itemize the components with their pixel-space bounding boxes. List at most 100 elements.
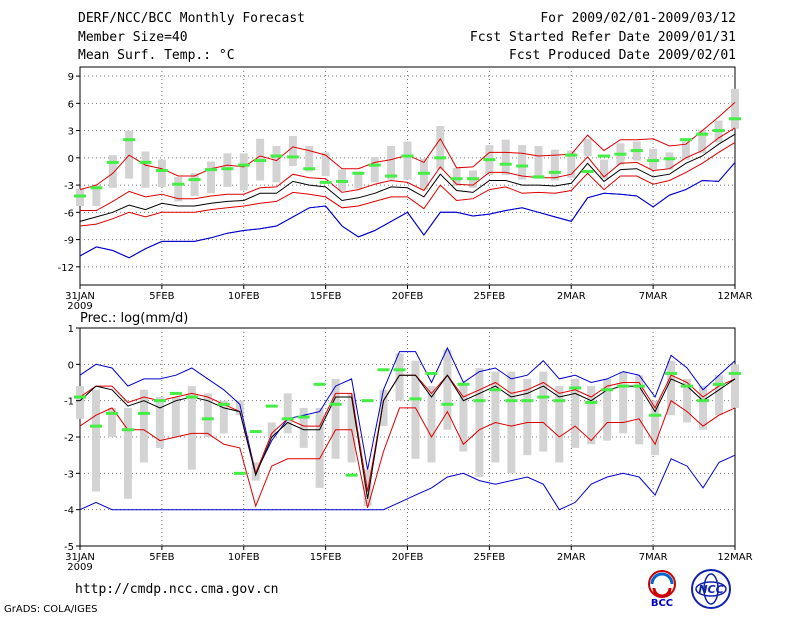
c1-spread-box-27 [518, 145, 527, 180]
c2-ytick-label-1: -4 [64, 506, 74, 517]
c1-marker-33 [614, 152, 627, 156]
c2-spread-box-18 [363, 469, 372, 507]
c1-marker-36 [663, 157, 676, 161]
c1-ytick-label-7: 9 [68, 72, 74, 83]
c2-spread-box-30 [555, 386, 564, 463]
c1-spread-box-31 [583, 138, 592, 157]
c1-spread-box-40 [731, 88, 739, 129]
c2-marker-10 [233, 471, 246, 475]
c2-marker-32 [585, 400, 598, 404]
c2-ytick-label-5: 0 [68, 360, 74, 371]
c1-series-p75 [80, 127, 736, 211]
c2-series-max [79, 346, 736, 475]
c1-marker-31 [581, 169, 594, 173]
c1-spread-box-15 [321, 152, 330, 176]
variable-label: Mean Surf. Temp.: °C [78, 48, 235, 63]
c1-spread-box-36 [665, 152, 674, 170]
c2-xtick-label-0: 31JAN [65, 552, 95, 563]
c1-marker-25 [483, 158, 496, 162]
c1-xtick-label-5: 25FEB [474, 291, 506, 302]
c2-spread-box-20 [395, 353, 404, 401]
c2-spread-box-1 [91, 389, 100, 492]
c2-spread-box-41 [731, 364, 739, 408]
c1-spread-box-20 [403, 141, 412, 180]
c1-spread-box-30 [567, 150, 576, 178]
bcc-logo: BCC [648, 570, 676, 608]
c2-spread-box-9 [219, 400, 228, 434]
c2-marker-1 [89, 424, 102, 428]
c2-marker-24 [457, 382, 470, 386]
c1-marker-21 [417, 171, 430, 175]
c1-marker-18 [368, 163, 381, 167]
c2-marker-31 [569, 386, 582, 390]
forecast-period: For 2009/02/01-2009/03/12 [540, 11, 736, 26]
c1-marker-40 [729, 117, 741, 121]
c2-marker-19 [377, 368, 390, 372]
c1-marker-15 [319, 180, 332, 184]
c1-marker-19 [385, 174, 398, 178]
grads-credit: GrADS: COLA/IGES [4, 604, 98, 615]
c2-spread-box-35 [635, 375, 644, 445]
c2-spread-box-0 [76, 386, 84, 419]
c2-marker-11 [249, 430, 262, 434]
c1-ytick-label-5: 3 [68, 127, 74, 138]
c1-ytick-label-1: -9 [64, 236, 74, 247]
c2-spread-box-5 [155, 397, 164, 448]
c2-marker-17 [345, 473, 358, 477]
c1-spread-box-28 [534, 146, 543, 179]
c2-spread-box-28 [523, 378, 532, 456]
ncc-logo: NCC [691, 569, 731, 609]
c1-marker-38 [696, 132, 709, 136]
c2-spread-box-38 [683, 378, 692, 423]
c2-marker-16 [329, 402, 342, 406]
c1-spread-box-1 [92, 184, 101, 206]
c2-marker-34 [617, 384, 630, 388]
c2-marker-21 [409, 397, 422, 401]
c2-spread-box-29 [539, 371, 548, 452]
c1-ytick-label-0: -12 [58, 263, 74, 274]
c2-spread-box-26 [491, 371, 500, 463]
c2-xtick-sub-0: 2009 [67, 562, 92, 573]
c1-spread-box-18 [370, 156, 379, 183]
c2-marker-35 [633, 384, 646, 388]
c2-marker-2 [105, 411, 118, 415]
c2-marker-23 [441, 402, 454, 406]
c1-ytick-label-6: 6 [68, 99, 74, 110]
c1-marker-32 [598, 154, 610, 158]
c2-ytick-label-3: -2 [64, 433, 74, 444]
c1-spread-box-2 [108, 155, 117, 188]
c2-marker-4 [137, 411, 150, 415]
c2-spread-box-37 [667, 360, 676, 416]
c1-marker-4 [139, 160, 152, 164]
c2-spread-box-27 [507, 371, 516, 474]
c2-xtick-label-2: 10FEB [228, 552, 260, 563]
c1-marker-3 [123, 138, 136, 142]
c2-spread-box-19 [379, 389, 388, 427]
c1-marker-2 [106, 160, 119, 164]
c2-spread-box-10 [235, 400, 244, 416]
c2-spread-box-12 [267, 422, 276, 437]
c2-marker-3 [121, 428, 134, 432]
c2-marker-41 [729, 371, 741, 375]
c1-marker-11 [254, 159, 267, 163]
c1-marker-34 [630, 149, 643, 153]
c2-marker-14 [297, 415, 310, 419]
c1-marker-1 [90, 186, 103, 190]
c2-series-p25 [79, 399, 736, 509]
c1-marker-10 [237, 163, 250, 167]
c1-ytick-label-3: -3 [64, 181, 74, 192]
c2-marker-13 [281, 417, 294, 421]
c1-spread-box-26 [501, 139, 510, 176]
source-url[interactable]: http://cmdp.ncc.cma.gov.cn [75, 582, 279, 597]
c1-marker-14 [303, 167, 316, 171]
ncc-logo-text: NCC [698, 583, 723, 596]
c2-marker-33 [601, 388, 614, 392]
c2-spread-box-7 [187, 386, 196, 470]
c1-xtick-label-1: 5FEB [149, 291, 174, 302]
c1-spread-box-38 [698, 129, 707, 154]
c2-ytick-label-6: 1 [68, 324, 74, 335]
c2-marker-12 [265, 404, 278, 408]
c1-spread-box-6 [174, 176, 183, 202]
c2-marker-37 [665, 371, 678, 375]
